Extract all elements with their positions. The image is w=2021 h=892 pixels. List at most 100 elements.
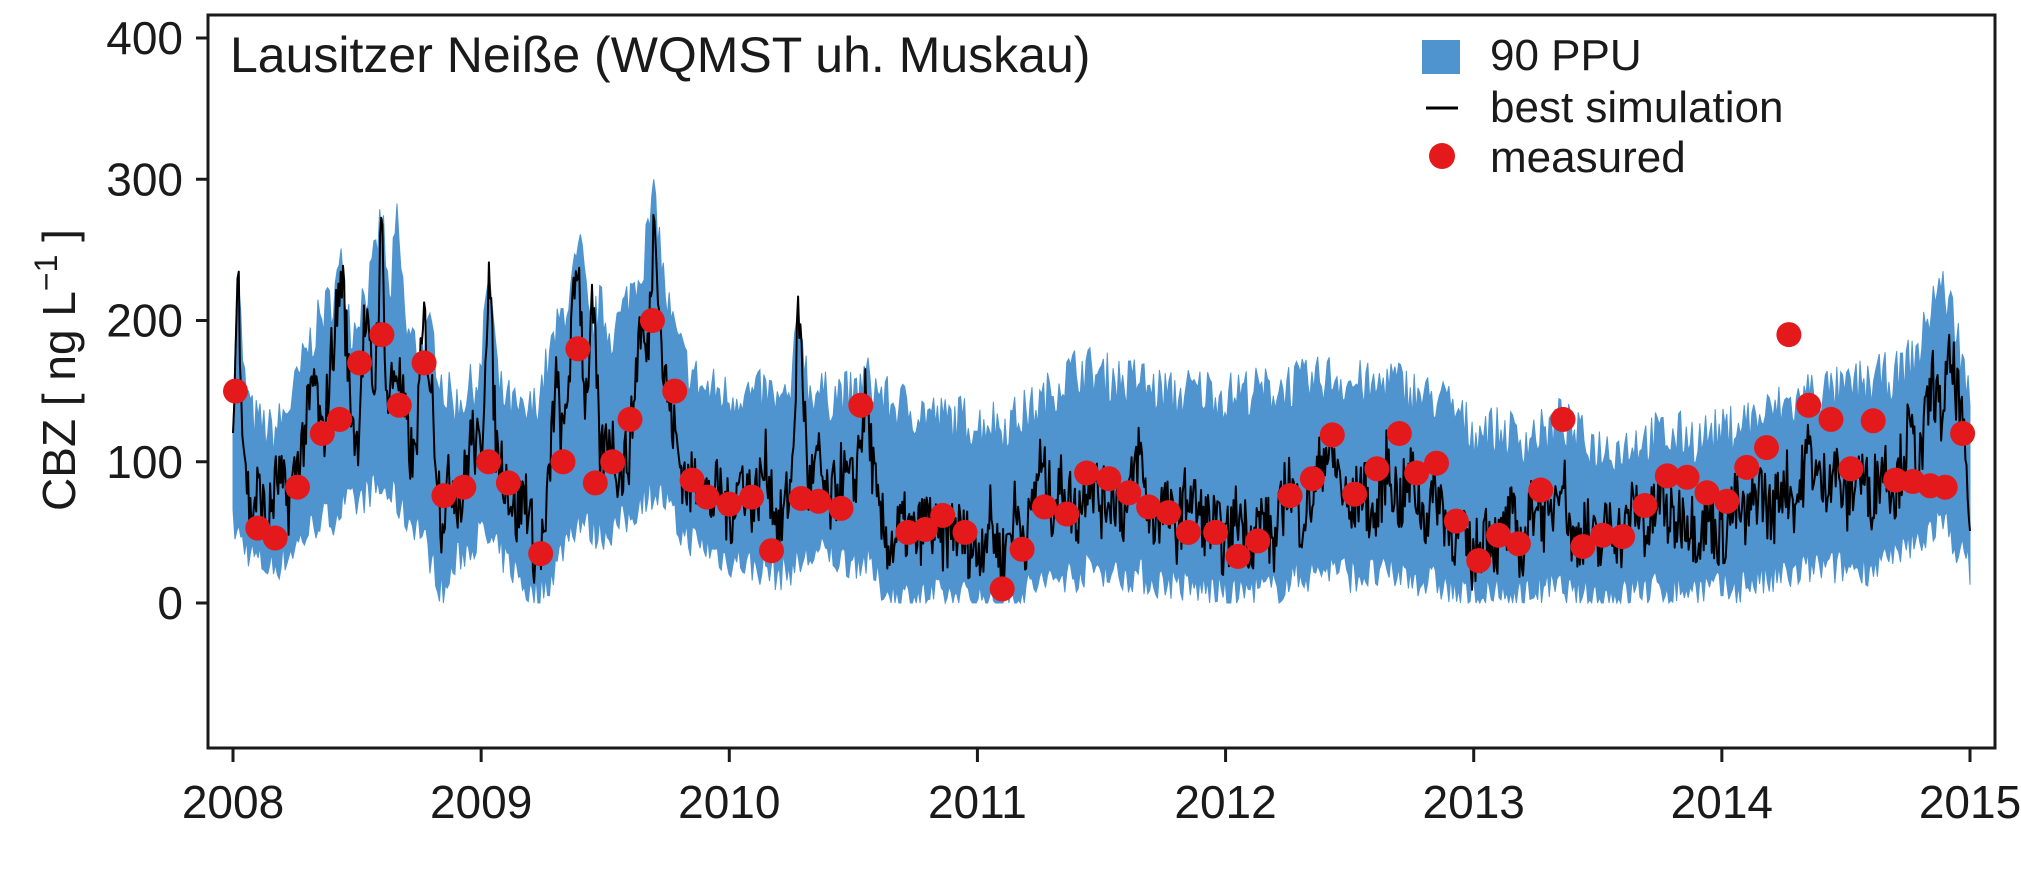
plot-frame	[206, 13, 1997, 750]
best-simulation-line	[232, 213, 1971, 593]
x-tick-label: 2011	[928, 776, 1027, 828]
measured-point	[369, 322, 395, 348]
measured-point	[1225, 543, 1251, 569]
y-tick-label: 100	[106, 436, 183, 488]
measured-point	[495, 470, 521, 496]
legend-label-measured: measured	[1490, 133, 1686, 182]
measured-point	[223, 378, 248, 404]
measured-point	[1277, 483, 1303, 509]
measured-point	[1096, 466, 1122, 492]
y-tick-label: 400	[106, 12, 183, 64]
measured-point	[1443, 508, 1469, 534]
measured-point	[327, 406, 353, 432]
measured-point	[565, 336, 591, 362]
legend-label-best-simulation: best simulation	[1490, 83, 1783, 132]
measured-point	[1486, 522, 1511, 548]
x-tick-label: 2015	[1919, 776, 2021, 828]
measured-point	[600, 449, 626, 475]
measured-point	[1860, 408, 1886, 434]
measured-point	[1570, 534, 1596, 559]
measured-point	[1838, 456, 1864, 482]
measured-point	[1505, 531, 1531, 557]
measured-point	[451, 474, 477, 500]
measured-point	[989, 576, 1015, 602]
measured-point	[1654, 463, 1680, 489]
measured-point	[1175, 519, 1201, 545]
measured-points-layer	[223, 308, 1976, 602]
measured-point	[476, 449, 502, 475]
best-simulation-layer	[232, 213, 1971, 593]
chart-title: Lausitzer Neiße (WQMST uh. Muskau)	[230, 27, 1090, 83]
measured-point	[1694, 480, 1720, 506]
measured-point	[1528, 477, 1554, 503]
measured-point	[679, 467, 705, 493]
measured-point	[285, 474, 310, 500]
y-tick-label: 200	[106, 295, 183, 347]
measured-point	[1610, 524, 1636, 550]
y-tick-label: 300	[106, 153, 183, 205]
measured-point	[1342, 481, 1368, 507]
legend-point-swatch	[1429, 143, 1455, 169]
measured-point	[828, 495, 854, 521]
measured-point	[347, 350, 373, 376]
measured-point	[1776, 322, 1802, 348]
measured-point	[1932, 474, 1958, 500]
measured-point	[806, 488, 832, 514]
measured-point	[1386, 421, 1412, 446]
y-axis-title: CBZ [ ng L−1 ]	[28, 229, 85, 511]
measured-point	[1466, 548, 1492, 574]
measured-point	[952, 519, 978, 545]
x-tick-label: 2010	[678, 776, 780, 828]
y-tick-label: 0	[157, 577, 183, 629]
measured-point	[739, 484, 765, 510]
measured-point	[1734, 454, 1760, 480]
legend-label-90ppu: 90 PPU	[1490, 31, 1642, 80]
measured-point	[582, 470, 608, 496]
measured-point	[1632, 493, 1658, 518]
measured-point	[1009, 536, 1035, 562]
measured-point	[1364, 456, 1390, 482]
measured-point	[1299, 466, 1325, 492]
x-tick-label: 2008	[182, 776, 284, 828]
measured-point	[1424, 450, 1449, 476]
measured-point	[309, 421, 335, 446]
measured-point	[662, 378, 688, 404]
measured-point	[759, 538, 784, 564]
measured-point	[386, 392, 412, 418]
measured-point	[1116, 480, 1142, 506]
measured-point	[1754, 435, 1779, 461]
x-tick-label: 2009	[430, 776, 532, 828]
measured-point	[1319, 422, 1345, 448]
measured-point	[1054, 501, 1080, 527]
measured-point	[1818, 406, 1844, 432]
x-tick-label: 2012	[1174, 776, 1276, 828]
measured-point	[1245, 528, 1271, 554]
x-axis: 2008 2009 2010 2011 2012 2013 2014 2015	[182, 748, 2021, 828]
y-axis: 0 100 200 300 400	[106, 12, 208, 629]
measured-point	[1074, 460, 1100, 486]
measured-point	[1714, 488, 1740, 514]
measured-point	[1590, 522, 1616, 548]
x-tick-label: 2013	[1423, 776, 1525, 828]
measured-point	[431, 483, 457, 509]
legend-band-swatch	[1422, 40, 1460, 74]
measured-point	[848, 392, 874, 418]
legend: 90 PPU best simulation measured	[1422, 31, 1783, 182]
measured-point	[262, 525, 288, 551]
measured-point	[716, 491, 742, 517]
measured-point	[1136, 494, 1162, 520]
x-tick-label: 2014	[1671, 776, 1773, 828]
measured-point	[1796, 392, 1822, 418]
measured-point	[1950, 421, 1976, 446]
measured-point	[1203, 519, 1229, 545]
measured-point	[1674, 464, 1700, 490]
measured-point	[1156, 500, 1181, 526]
measured-point	[1031, 494, 1057, 520]
measured-point	[930, 502, 956, 528]
measured-point	[1404, 460, 1430, 486]
measured-point	[639, 308, 665, 333]
measured-point	[912, 517, 938, 542]
measured-point	[550, 449, 576, 475]
measured-point	[411, 350, 437, 376]
